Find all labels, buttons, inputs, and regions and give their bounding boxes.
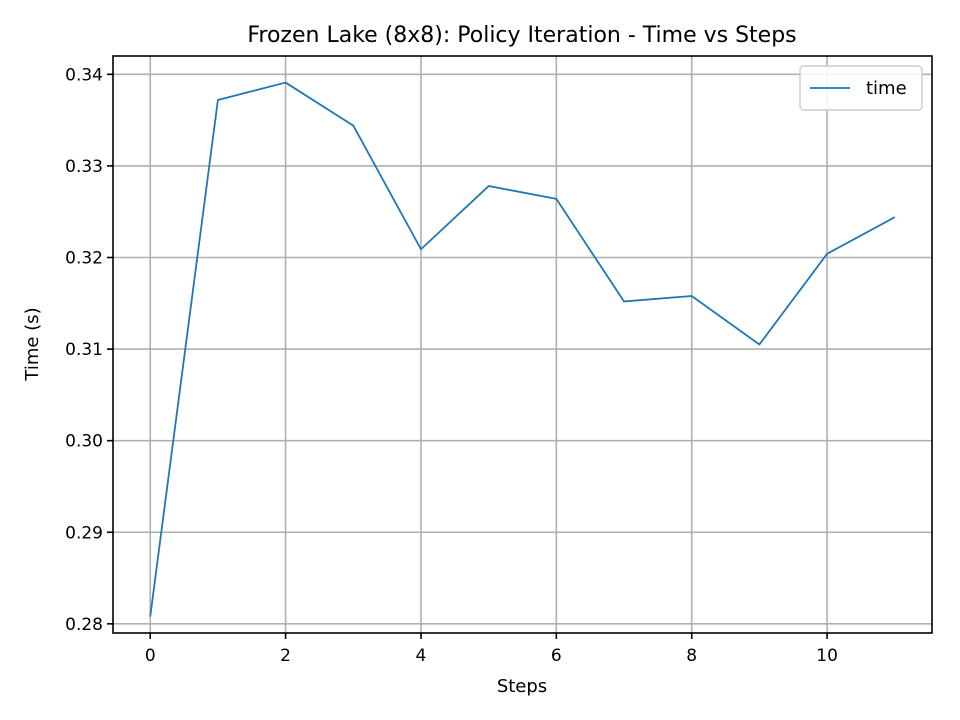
x-tick-label: 8 xyxy=(686,646,697,666)
plot-frame xyxy=(112,55,933,634)
y-tick-label: 0.33 xyxy=(65,157,103,177)
grid-lines xyxy=(113,56,932,633)
y-tick-label: 0.32 xyxy=(65,248,103,268)
legend-box xyxy=(799,65,923,111)
legend: time xyxy=(799,65,923,111)
y-tick-label: 0.31 xyxy=(65,340,103,360)
y-tick-label: 0.30 xyxy=(65,432,103,452)
chart-title: Frozen Lake (8x8): Policy Iteration - Ti… xyxy=(247,23,796,48)
x-tick-label: 10 xyxy=(816,646,838,666)
y-tick-label: 0.34 xyxy=(65,65,103,85)
x-axis-label: Steps xyxy=(497,676,547,697)
y-tick-label: 0.29 xyxy=(65,523,103,543)
y-tick-label: 0.28 xyxy=(65,615,103,635)
series-layer xyxy=(149,81,896,617)
x-tick-label: 4 xyxy=(416,646,427,666)
x-tick-label: 2 xyxy=(280,646,291,666)
x-tick-label: 6 xyxy=(551,646,562,666)
x-axis-ticks: 0 2 4 6 8 10 xyxy=(145,633,838,666)
x-tick-label: 0 xyxy=(145,646,156,666)
y-axis-ticks: 0.28 0.29 0.30 0.31 0.32 0.33 0.34 xyxy=(65,65,113,635)
series-line-time xyxy=(149,81,896,617)
y-axis-label: Time (s) xyxy=(22,307,43,381)
legend-label: time xyxy=(866,78,907,99)
